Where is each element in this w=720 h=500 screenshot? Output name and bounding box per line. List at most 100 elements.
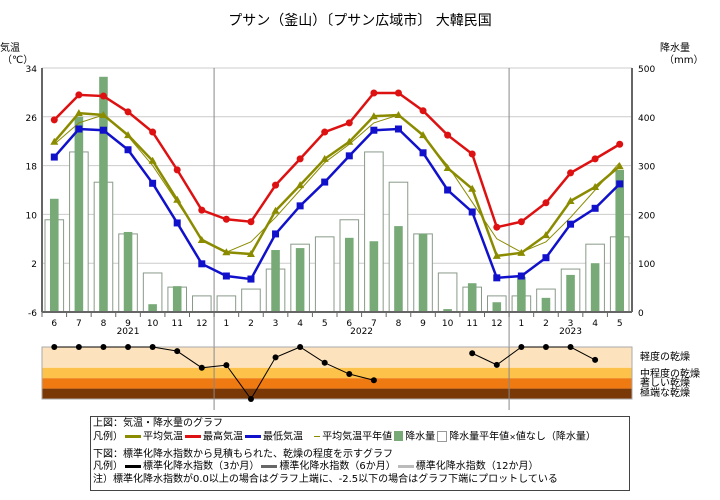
precip-bar bbox=[50, 198, 59, 312]
min-temp-point bbox=[50, 153, 58, 161]
mean-temp-point bbox=[50, 137, 59, 145]
max-temp-point bbox=[149, 128, 157, 136]
line-平均気温平年値 bbox=[53, 114, 621, 253]
min-temp-point bbox=[345, 152, 353, 160]
y-tick-left: 34 bbox=[26, 65, 38, 75]
y-tick-left: 18 bbox=[26, 163, 38, 173]
x-tick-label: 10 bbox=[442, 319, 454, 329]
min-temp-point bbox=[370, 126, 378, 134]
normal-precip-bar bbox=[241, 288, 261, 313]
line-最高気温 bbox=[53, 91, 621, 229]
x-tick-label: 1 bbox=[519, 319, 525, 329]
max-temp-point bbox=[296, 155, 304, 163]
legend-top-title: 上図：気温・降水量のグラフ bbox=[93, 418, 223, 429]
legend-spi3: 標準化降水指数（3か月） bbox=[143, 461, 260, 472]
max-temp-point bbox=[616, 140, 624, 148]
normal-precip-swatch bbox=[437, 430, 448, 442]
legend-max: 最高気温 bbox=[203, 431, 243, 442]
y-tick-right: 400 bbox=[638, 114, 655, 124]
precip-bar bbox=[394, 226, 403, 312]
line-最低気温 bbox=[53, 127, 621, 281]
max-temp-point bbox=[222, 215, 230, 223]
min-temp-point bbox=[444, 186, 452, 194]
x-tick-label: 11 bbox=[171, 319, 182, 329]
mean-temp-point bbox=[394, 110, 403, 118]
max-temp-point bbox=[272, 181, 280, 189]
min-temp-point bbox=[124, 146, 132, 154]
legend-bottom-row: 凡例） 標準化降水指数（3か月） 標準化降水指数（6か月） 標準化降水指数（12か月） bbox=[93, 461, 627, 474]
y-axis-right-unit: （mm） bbox=[664, 54, 703, 66]
max-temp-point bbox=[468, 150, 476, 158]
legend-min: 最低気温 bbox=[263, 431, 303, 442]
legend-mean: 平均気温 bbox=[143, 431, 183, 442]
legend-no-value: 値なし（降水量） bbox=[515, 431, 596, 442]
spi3-point bbox=[518, 344, 525, 350]
y-tick-left: 2 bbox=[31, 260, 37, 270]
max-temp-point bbox=[198, 206, 206, 214]
x-tick-label: 5 bbox=[617, 319, 623, 329]
min-temp-point bbox=[591, 204, 599, 212]
min-temp-point bbox=[272, 230, 280, 238]
x-tick-label: 8 bbox=[101, 319, 107, 329]
y-tick-right: 500 bbox=[638, 65, 655, 75]
spi3-line bbox=[471, 346, 596, 366]
spi3-point bbox=[198, 364, 205, 371]
normal-precip-bar bbox=[216, 295, 237, 313]
x-tick-label: 6 bbox=[51, 319, 57, 329]
legend-note: 注）標準化降水指数が0.0以上の場合はグラフ上端に、-2.5以下の場合はグラフ下… bbox=[93, 473, 558, 485]
y-axis-left-label: 気温 bbox=[0, 41, 20, 54]
legend-top-row: 凡例） 平均気温 最高気温 最低気温 平均気温平年値 降水量 降水量平年値×値なし（降水量… bbox=[93, 430, 627, 444]
max-temp-point bbox=[370, 89, 378, 97]
min-temp-point bbox=[247, 275, 255, 283]
legend-box: 上図：気温・降水量のグラフ 凡例） 平均気温 最高気温 最低気温 平均気温平年値 降水量… bbox=[90, 416, 630, 491]
min-temp-point bbox=[321, 178, 329, 186]
legend-x-mark: × bbox=[509, 432, 516, 441]
normal-precip-bar bbox=[192, 295, 212, 313]
spi3-line bbox=[54, 346, 374, 400]
normal-precip-bar bbox=[437, 272, 458, 313]
precip-bar bbox=[566, 274, 575, 312]
precip-bar bbox=[369, 241, 379, 312]
mean-temp-point bbox=[419, 131, 428, 139]
y-tick-left: -6 bbox=[28, 309, 37, 319]
max-temp-point bbox=[50, 116, 58, 124]
legend-prefix: 凡例） bbox=[93, 461, 123, 472]
min-temp-point bbox=[173, 219, 181, 227]
x-tick-label: 7 bbox=[371, 319, 377, 329]
mean-temp-point bbox=[443, 164, 452, 172]
max-temp-point bbox=[542, 199, 550, 207]
year-label: 2023 bbox=[559, 327, 582, 337]
x-tick-label: 1 bbox=[224, 319, 230, 329]
y-tick-right: 200 bbox=[638, 211, 655, 221]
precip-bar bbox=[74, 116, 84, 312]
drought-frame bbox=[41, 346, 633, 400]
x-tick-label: 7 bbox=[76, 319, 82, 329]
year-label: 2022 bbox=[350, 327, 373, 337]
mean-temp-point bbox=[173, 195, 182, 203]
mean-temp-point bbox=[124, 131, 133, 139]
precip-bar bbox=[443, 309, 452, 312]
x-tick-label: 4 bbox=[297, 319, 303, 329]
x-tick-label: 11 bbox=[466, 319, 477, 329]
max-temp-point bbox=[493, 223, 501, 231]
precip-bar bbox=[517, 276, 526, 312]
precip-bar bbox=[467, 283, 477, 312]
x-tick-label: 2 bbox=[543, 319, 549, 329]
mean-temp-point bbox=[591, 182, 600, 190]
spi12-swatch bbox=[397, 464, 414, 468]
mean-temp-point bbox=[517, 248, 526, 256]
drought-band-label: 極端な乾燥 bbox=[640, 386, 690, 399]
spi3-point bbox=[272, 354, 279, 361]
legend-normal-temp: 平均気温平年値 bbox=[322, 431, 393, 442]
year-label: 2021 bbox=[117, 327, 140, 337]
max-temp-point bbox=[75, 91, 83, 99]
normal-precip-bar bbox=[314, 236, 335, 313]
spi3-point bbox=[75, 344, 82, 350]
spi3-point bbox=[51, 344, 58, 350]
min-temp-point bbox=[296, 202, 304, 210]
max-temp-point bbox=[173, 166, 181, 174]
spi3-point bbox=[542, 344, 549, 350]
y-tick-right: 0 bbox=[638, 309, 644, 319]
spi3-point bbox=[125, 344, 132, 350]
